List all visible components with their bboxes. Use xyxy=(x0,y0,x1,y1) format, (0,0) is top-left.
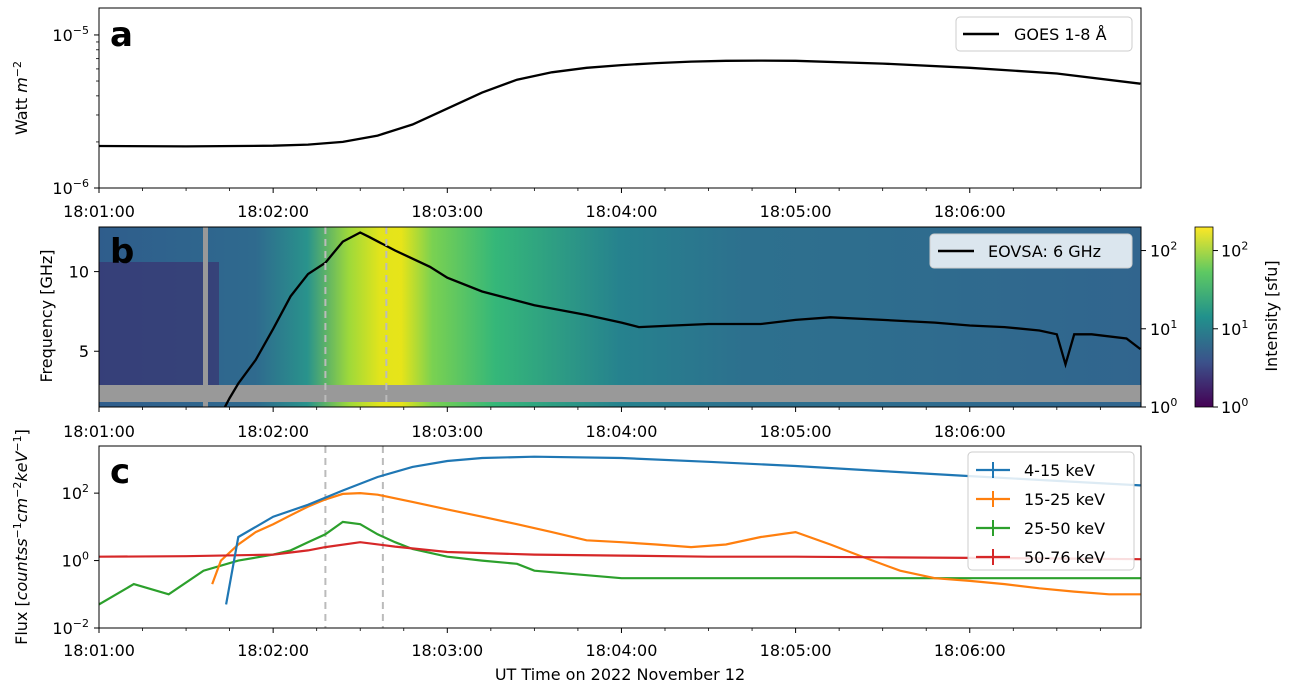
panel-c-label: c xyxy=(110,452,130,492)
panel-a-legend: GOES 1-8 Å xyxy=(955,16,1133,52)
panel-a-xtick-label: 18:03:00 xyxy=(411,202,483,221)
panel-b-mask-column xyxy=(203,227,208,407)
panel-a-xtick-label: 18:01:00 xyxy=(63,202,135,221)
panel-b-xtick-label: 18:06:00 xyxy=(934,422,1006,441)
panel-b-xtick-label: 18:03:00 xyxy=(411,422,483,441)
panel-c-xtick-label: 18:03:00 xyxy=(411,641,483,660)
panel-c-legend: 4-15 keV 15-25 keV 25-50 keV 50-76 keV xyxy=(967,451,1135,571)
colorbar-label: Intensity [sfu] xyxy=(1262,260,1281,371)
panel-a-xtick-label: 18:05:00 xyxy=(760,202,832,221)
panel-b-frame xyxy=(98,226,1142,408)
panel-c-xtick-label: 18:01:00 xyxy=(63,641,135,660)
panel-b: 5 10 18:01:00 18:02:00 18:03:00 18:04:00 18:0… xyxy=(37,226,1281,441)
colorbar xyxy=(1194,226,1214,408)
legend-eovsa-label: EOVSA: 6 GHz xyxy=(988,242,1101,261)
panel-c-frame xyxy=(98,445,1142,629)
panel-b-xtick-label: 18:04:00 xyxy=(586,422,658,441)
series-4-15-keV-line xyxy=(225,455,1141,605)
colorbar-tick-label: 102 xyxy=(1221,240,1248,261)
series-50-76-keV-line xyxy=(99,541,1141,561)
panel-b-right-ytick-label: 100 xyxy=(1150,396,1177,417)
panel-b-ytick-label: 5 xyxy=(79,342,89,361)
panel-a-ytick-label: 10−5 xyxy=(52,24,89,45)
panel-c-xtick-label: 18:06:00 xyxy=(934,641,1006,660)
panel-a: 10−6 10−5 18:01:00 18:02:00 18:03:00 18:04:0… xyxy=(11,7,1142,221)
panel-a-xtick-label: 18:04:00 xyxy=(586,202,658,221)
panel-b-mask-band xyxy=(99,385,1141,402)
panel-b-xtick-label: 18:05:00 xyxy=(760,422,832,441)
legend-band-label: 25-50 keV xyxy=(1024,519,1105,538)
panel-a-xtick-label: 18:02:00 xyxy=(237,202,309,221)
panel-b-ylabel: Frequency [GHz] xyxy=(37,249,56,382)
legend-goes-label: GOES 1-8 Å xyxy=(1014,25,1107,44)
series-25-50-keV-line xyxy=(99,520,1141,606)
panel-c-ylabel: Flux [countss−1cm−2keV−1] xyxy=(11,429,31,645)
legend-band-label: 4-15 keV xyxy=(1024,461,1095,480)
panel-b-right-ytick-label: 102 xyxy=(1150,240,1177,261)
panel-a-label: a xyxy=(110,15,133,55)
panel-c-xtick-label: 18:05:00 xyxy=(760,641,832,660)
panel-b-xtick-label: 18:01:00 xyxy=(63,422,135,441)
panel-c-ytick-label: 10−2 xyxy=(52,617,89,638)
legend-band-label: 15-25 keV xyxy=(1024,490,1105,509)
legend-band-label: 50-76 keV xyxy=(1024,548,1105,567)
panel-b-low-intensity-region xyxy=(99,262,219,387)
panel-b-right-ytick-label: 101 xyxy=(1150,318,1177,339)
panel-c-xtick-label: 18:04:00 xyxy=(586,641,658,660)
panel-a-xtick-label: 18:06:00 xyxy=(934,202,1006,221)
series-15-25-keV-line xyxy=(211,491,1141,596)
colorbar-tick-label: 100 xyxy=(1221,396,1248,417)
panel-c: 10−2 100 102 18:01:00 18:02:00 18:03:00 18:04… xyxy=(11,429,1142,684)
series-goes-line xyxy=(99,59,1141,148)
panel-c-ytick-label: 102 xyxy=(62,482,89,503)
panel-a-ytick-label: 10−6 xyxy=(52,177,89,198)
panel-b-legend: EOVSA: 6 GHz xyxy=(929,233,1133,269)
panel-c-ytick-label: 100 xyxy=(62,550,89,571)
x-axis-label: UT Time on 2022 November 12 xyxy=(495,665,745,684)
panel-a-ylabel: Watt m−2Watt m⁻² xyxy=(11,61,31,135)
panel-b-label: b xyxy=(110,232,134,272)
colorbar-tick-label: 101 xyxy=(1221,318,1248,339)
panel-b-ytick-label: 10 xyxy=(69,263,89,282)
panel-c-xtick-label: 18:02:00 xyxy=(237,641,309,660)
series-eovsa-line xyxy=(223,231,1141,407)
panel-b-xtick-label: 18:02:00 xyxy=(237,422,309,441)
